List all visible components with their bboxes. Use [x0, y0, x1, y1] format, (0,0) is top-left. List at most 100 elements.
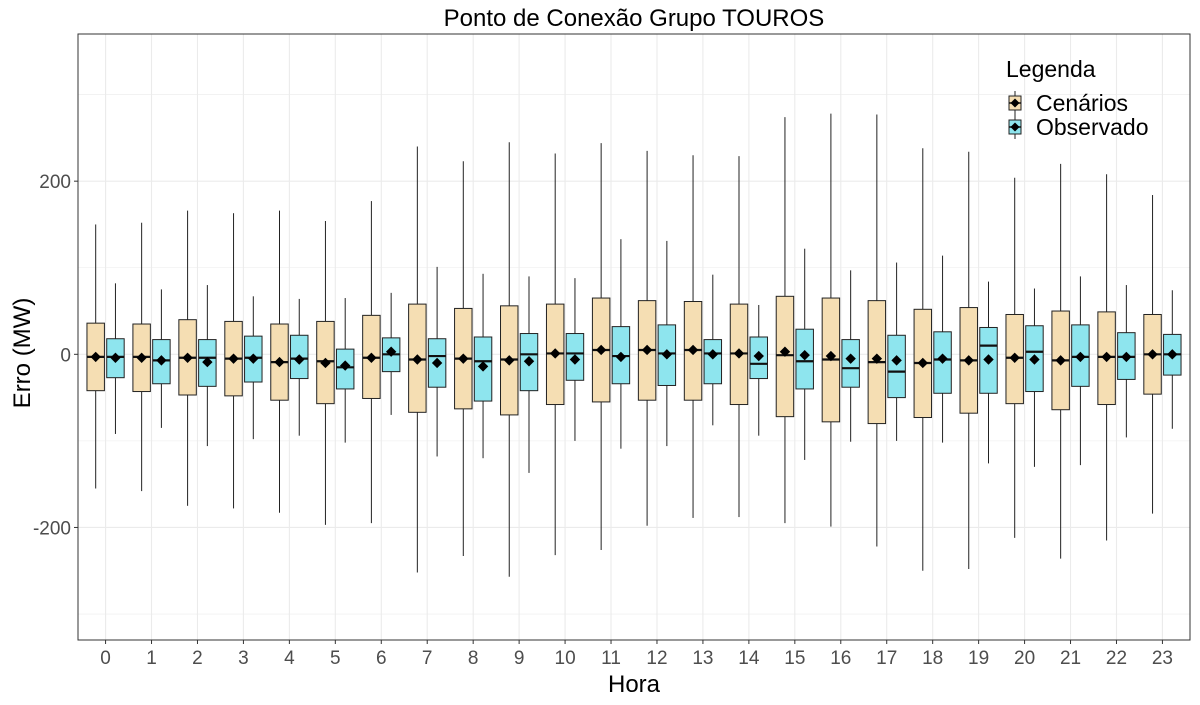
box-observado: [887, 262, 906, 441]
mean-marker: [110, 352, 121, 363]
mean-marker: [871, 353, 883, 364]
x-tick-label: 13: [692, 648, 713, 669]
box-cenarios: [729, 156, 749, 518]
box-cenarios: [913, 148, 933, 571]
x-tick-label: 16: [830, 648, 851, 669]
mean-marker: [1055, 355, 1066, 366]
mean-marker: [340, 360, 351, 371]
box-cenarios: [637, 150, 657, 526]
box-cenarios: [545, 153, 565, 556]
mean-marker: [504, 355, 515, 366]
box-cenarios: [86, 224, 105, 489]
box-observado: [703, 274, 723, 426]
box-observado: [795, 248, 814, 460]
mean-marker: [385, 346, 397, 357]
box-cenarios: [408, 146, 427, 573]
mean-marker: [891, 355, 902, 366]
x-tick-label: 21: [1060, 648, 1081, 669]
mean-marker: [917, 357, 928, 369]
mean-marker: [477, 361, 489, 372]
box-observado: [106, 283, 125, 434]
mean-marker: [983, 354, 994, 365]
mean-marker: [825, 350, 837, 362]
mean-marker: [937, 353, 948, 364]
mean-marker: [615, 351, 627, 363]
legend-title: Legenda: [1006, 56, 1096, 82]
box-cenarios: [1097, 174, 1116, 541]
box-cenarios: [867, 114, 887, 547]
box-observado: [749, 304, 768, 436]
box-observado: [427, 266, 447, 457]
y-tick-label: 0: [60, 345, 71, 366]
box-observado: [335, 298, 355, 443]
mean-marker: [523, 356, 535, 367]
box-observado: [933, 255, 952, 443]
mean-marker: [799, 349, 810, 361]
y-tick-label: 200: [39, 172, 71, 193]
x-tick-label: 22: [1106, 648, 1127, 669]
box-observado: [198, 285, 217, 447]
mean-marker: [202, 356, 213, 368]
mean-marker: [182, 352, 193, 363]
mean-marker: [733, 348, 745, 359]
mean-marker: [1167, 349, 1178, 360]
mean-marker: [641, 344, 653, 356]
x-tick-label: 20: [1014, 648, 1035, 669]
mean-marker: [458, 353, 469, 364]
x-axis-label: Hora: [608, 671, 661, 698]
panel-border: [77, 33, 1191, 641]
box-observado: [1117, 285, 1136, 438]
mean-marker: [661, 349, 673, 360]
mean-marker: [1009, 352, 1020, 363]
x-tick-label: 11: [601, 648, 621, 669]
x-tick-label: 23: [1152, 648, 1173, 669]
mean-marker: [1075, 351, 1086, 363]
mean-marker: [274, 356, 285, 368]
box-observado: [979, 281, 998, 464]
mean-marker: [294, 354, 305, 365]
box-observado: [381, 292, 401, 415]
box-cenarios: [1051, 163, 1070, 559]
box-observado: [1163, 290, 1182, 429]
mean-marker: [595, 344, 607, 356]
box-observado: [290, 298, 309, 436]
x-tick-label: 4: [284, 648, 295, 669]
box-observado: [244, 296, 263, 440]
box-observado: [1025, 288, 1044, 467]
mean-marker: [320, 357, 331, 369]
legend-key-mean: [1010, 122, 1020, 132]
x-tick-label: 3: [238, 648, 249, 669]
x-tick-label: 7: [422, 648, 433, 669]
x-tick-label: 14: [738, 648, 760, 669]
mean-marker: [549, 348, 561, 359]
box-observado: [657, 240, 677, 447]
legend-key-mean: [1010, 98, 1020, 108]
mean-marker: [1029, 354, 1040, 365]
grid-lines: [78, 34, 1190, 640]
box-observado: [152, 289, 171, 428]
chart-title: Ponto de Conexão Grupo TOUROS: [444, 5, 825, 32]
mean-marker: [156, 355, 167, 366]
plot-area: [86, 113, 1182, 577]
y-tick-label: -200: [33, 518, 71, 539]
y-axis-label: Erro (MW): [9, 298, 36, 409]
x-tick-label: 8: [468, 648, 479, 669]
x-tick-label: 17: [876, 648, 897, 669]
box-iqr: [887, 334, 906, 399]
box-cenarios: [1005, 177, 1024, 538]
box-observado: [473, 273, 493, 459]
mean-marker: [963, 355, 974, 366]
box-cenarios: [959, 151, 978, 570]
box-observado: [611, 239, 631, 449]
box-cenarios: [821, 113, 841, 527]
mean-marker: [412, 354, 423, 365]
box-observado: [1071, 276, 1090, 466]
box-cenarios: [362, 201, 381, 524]
legend-item: Observado: [1008, 114, 1149, 140]
mean-marker: [845, 353, 856, 364]
box-observado: [565, 278, 585, 441]
